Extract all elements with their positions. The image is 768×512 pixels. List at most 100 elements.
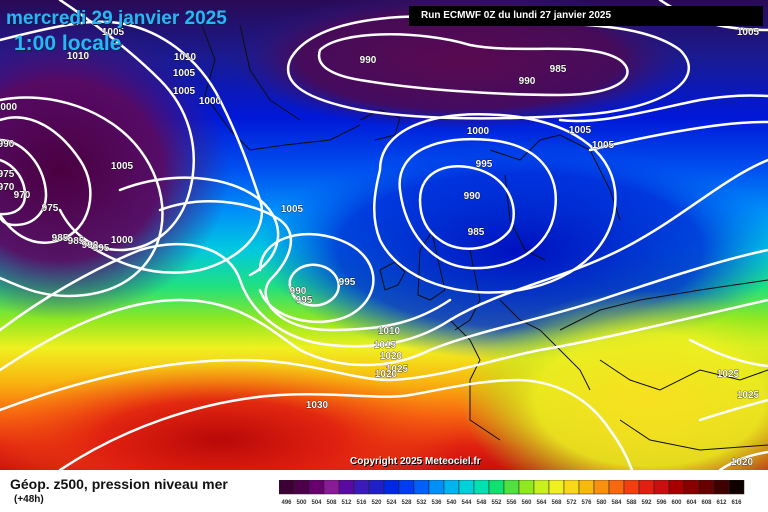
isobar-label: 975	[0, 169, 15, 180]
isobar-label: 985	[550, 64, 567, 75]
legend-swatch	[683, 480, 700, 495]
coastlines	[199, 19, 768, 451]
isobar-label: 1005	[173, 68, 196, 79]
forecast-time: 1:00 locale	[14, 32, 122, 55]
isobar-label: 990	[0, 139, 15, 150]
isobar-label: 1010	[174, 52, 197, 63]
isobar-label: 995	[339, 277, 356, 288]
legend-value: 588	[626, 500, 637, 506]
legend-value: 580	[596, 500, 607, 506]
copyright-notice: Copyright 2025 Meteociel.fr	[350, 456, 481, 467]
legend-footer: Géop. z500, pression niveau mer (+48h) 4…	[0, 470, 768, 512]
isobar-label: 1020	[380, 351, 403, 362]
isobar-label: 1005	[173, 86, 196, 97]
weather-map: 1005101010101005100510001000990975970970…	[0, 0, 768, 470]
legend-value: 608	[701, 500, 712, 506]
legend-swatch	[368, 480, 385, 495]
legend-swatch	[413, 480, 430, 495]
legend-value: 520	[371, 500, 382, 506]
legend-value: 584	[611, 500, 622, 506]
isobar-label: 1000	[111, 235, 134, 246]
isobar-label: 1005	[737, 27, 760, 38]
legend-value: 544	[461, 500, 472, 506]
legend-value: 576	[581, 500, 592, 506]
legend-value: 592	[641, 500, 652, 506]
isobar-label: 1005	[592, 140, 615, 151]
isobar-label: 1025	[386, 364, 409, 375]
forecast-lead-time: (+48h)	[14, 494, 44, 505]
southeast-ridge-area	[460, 290, 768, 470]
legend-swatch	[473, 480, 490, 495]
isobar-label: 985	[468, 227, 485, 238]
legend-value: 568	[551, 500, 562, 506]
isobar-label: 1005	[281, 204, 304, 215]
legend-swatch	[728, 480, 745, 495]
legend-swatch	[653, 480, 670, 495]
legend-swatch	[503, 480, 520, 495]
legend-swatch	[563, 480, 580, 495]
isobar-label: 990	[82, 240, 99, 251]
legend-swatch	[308, 480, 325, 495]
legend-swatch	[698, 480, 715, 495]
legend-value: 556	[506, 500, 517, 506]
isobar-label: 995	[476, 159, 493, 170]
isobar-label: 1015	[374, 340, 397, 351]
isobar-labels: 1005101010101005100510001000990975970970…	[0, 27, 760, 469]
legend-swatch	[428, 480, 445, 495]
isobar-label: 1030	[306, 400, 329, 411]
legend-value: 540	[446, 500, 457, 506]
legend-swatch	[398, 480, 415, 495]
legend-value: 616	[731, 500, 742, 506]
southwest-ridge-area	[0, 360, 460, 470]
isobar-label: 975	[42, 203, 59, 214]
legend-value: 496	[281, 500, 292, 506]
legend-value: 524	[386, 500, 397, 506]
isobar-label: 1000	[467, 126, 490, 137]
isobar-label: 1010	[378, 326, 401, 337]
legend-swatch	[713, 480, 730, 495]
color-scale-legend: 496 500 504 508 512 516 520 524 528 532 536 540 544 5…	[279, 480, 745, 506]
map-canvas: 1005101010101005100510001000990975970970…	[0, 0, 768, 470]
isobar-label: 1020	[375, 369, 398, 380]
legend-swatch	[578, 480, 595, 495]
legend-value: 532	[416, 500, 427, 506]
legend-swatch	[443, 480, 460, 495]
legend-value: 604	[686, 500, 697, 506]
legend-value: 560	[521, 500, 532, 506]
legend-swatch	[518, 480, 535, 495]
legend-value: 512	[341, 500, 352, 506]
legend-value: 552	[491, 500, 502, 506]
legend-swatch	[488, 480, 505, 495]
north-low-area	[230, 0, 690, 130]
isobar-label: 990	[464, 191, 481, 202]
isobar-label: 985	[68, 236, 85, 247]
isobar-label: 1005	[102, 27, 125, 38]
isobar-label: 990	[360, 55, 377, 66]
legend-swatch	[293, 480, 310, 495]
legend-swatch	[458, 480, 475, 495]
legend-value: 508	[326, 500, 337, 506]
legend-value: 596	[656, 500, 667, 506]
isobar-label: 1025	[737, 390, 760, 401]
isobar-label: 985	[52, 233, 69, 244]
isobar-label: 970	[14, 190, 31, 201]
isobar-label: 995	[93, 243, 110, 254]
isobar-label: 1000	[0, 102, 18, 113]
legend-swatch	[608, 480, 625, 495]
isobar-label: 990	[290, 286, 307, 297]
isobar-label: 1005	[111, 161, 134, 172]
legend-swatch	[548, 480, 565, 495]
legend-swatch	[279, 480, 295, 495]
isobar-label: 1000	[199, 96, 222, 107]
isobar-label: 1020	[731, 457, 754, 468]
legend-swatch	[593, 480, 610, 495]
legend-swatch	[533, 480, 550, 495]
legend-value: 516	[356, 500, 367, 506]
legend-swatch	[623, 480, 640, 495]
isobar-label: 1005	[569, 125, 592, 136]
legend-value: 612	[716, 500, 727, 506]
legend-swatch	[323, 480, 340, 495]
isobar-label: 990	[519, 76, 536, 87]
legend-swatch	[338, 480, 355, 495]
map-parameter-title: Géop. z500, pression niveau mer	[10, 476, 228, 492]
